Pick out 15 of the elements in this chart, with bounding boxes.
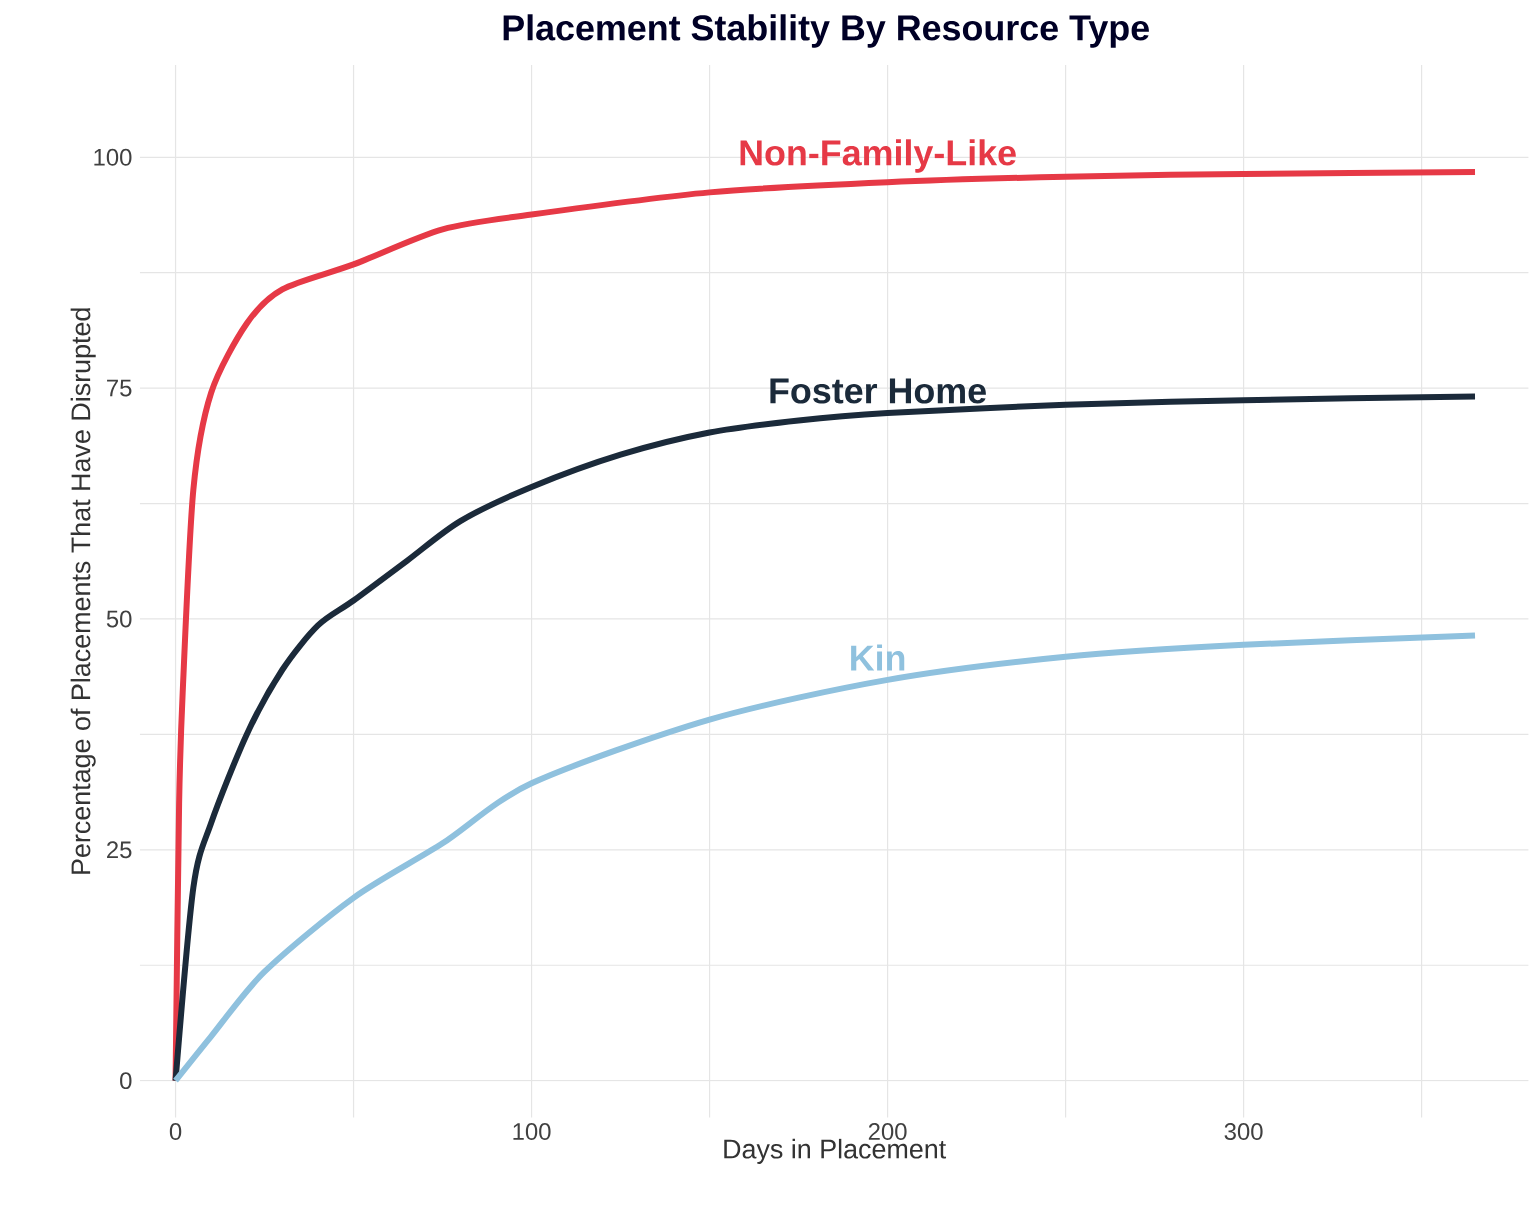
series-label: Kin xyxy=(851,644,905,671)
y-axis-title: Percentage of Placements That Have Disrupted xyxy=(70,308,96,875)
x-tick-label: 300 xyxy=(1224,1123,1263,1141)
x-tick-label: 0 xyxy=(169,1123,182,1141)
series-label: Non-Family-Like xyxy=(740,139,1016,173)
y-tick-label: 0 xyxy=(120,1072,132,1090)
series-label: Foster Home xyxy=(770,378,986,404)
y-tick-label: 100 xyxy=(94,149,132,166)
x-axis-title: Days in Placement xyxy=(724,1139,947,1165)
y-tick-label: 25 xyxy=(107,841,132,859)
chart-title: Placement Stability By Resource Type xyxy=(503,14,1149,48)
x-tick-label: 100 xyxy=(513,1123,551,1141)
y-tick-label: 75 xyxy=(107,380,132,397)
y-tick-label: 50 xyxy=(106,610,132,628)
x-tick-label: 200 xyxy=(868,1123,907,1141)
